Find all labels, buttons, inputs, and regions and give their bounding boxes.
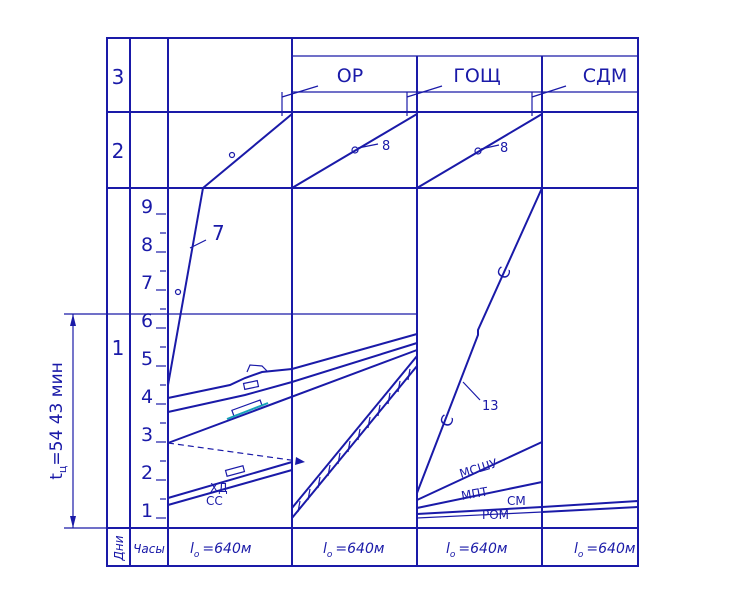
- hour-label-5: 5: [141, 348, 153, 370]
- header-arrows: [281, 85, 567, 116]
- hatched-band: [291, 355, 418, 519]
- line-label-rom: РОМ: [482, 508, 509, 522]
- hour-label-2: 2: [141, 462, 153, 484]
- goshch-lines: [416, 441, 639, 519]
- outer-frame: [106, 37, 639, 567]
- line-13: [416, 187, 543, 494]
- length-label-or: lo =640м: [323, 541, 385, 560]
- row-label-2: 2: [112, 139, 125, 163]
- hour-ticks: [156, 213, 166, 519]
- length-label-goshch: lo =640м: [446, 541, 508, 560]
- length-label-first: lo =640м: [190, 541, 252, 560]
- hour-label-8: 8: [141, 234, 153, 256]
- line-label-c-upper: С: [493, 264, 515, 281]
- line-label-sm: СМ: [507, 494, 526, 508]
- hour-label-1: 1: [141, 500, 153, 522]
- hour-label-4: 4: [141, 386, 153, 408]
- line-7: [167, 187, 207, 386]
- column-header-sdm: СДМ: [583, 65, 628, 87]
- line-label-mshu: МСШУ: [458, 456, 500, 481]
- line-label-ss: СС: [206, 494, 223, 508]
- svg-text:lo=640м: lo =640м: [574, 541, 636, 560]
- line-label-13: 13: [482, 399, 499, 414]
- duration-label: tц=54 43 мин: [47, 362, 69, 479]
- row-label-3: 3: [112, 65, 125, 89]
- column-header-or: ОР: [337, 65, 363, 87]
- footer-hours-label: Часы: [133, 542, 165, 556]
- hour-label-7: 7: [141, 272, 153, 294]
- svg-text:lo=640м: lo =640м: [323, 541, 385, 560]
- line-label-hd: ХД: [210, 481, 228, 495]
- duration-dimension: [64, 313, 417, 529]
- first-column-lines: [167, 333, 418, 506]
- footer-days-label: Дни: [112, 535, 126, 561]
- svg-text:lo=640м: lo =640м: [446, 541, 508, 560]
- hour-label-9: 9: [141, 196, 153, 218]
- length-label-sdm: lo =640м: [574, 541, 636, 560]
- line-label-8-goshch: 8: [500, 141, 508, 156]
- svg-text:lo=640м: lo =640м: [190, 541, 252, 560]
- column-header-goshch: ГОЩ: [453, 65, 501, 87]
- hour-label-3: 3: [141, 424, 153, 446]
- row2-lines: [202, 113, 543, 189]
- hour-label-6: 6: [141, 310, 153, 332]
- row-label-1: 1: [112, 336, 125, 360]
- line-label-8-or: 8: [382, 139, 390, 154]
- line-label-7: 7: [212, 221, 225, 245]
- line-label-mpt: МПТ: [460, 484, 489, 503]
